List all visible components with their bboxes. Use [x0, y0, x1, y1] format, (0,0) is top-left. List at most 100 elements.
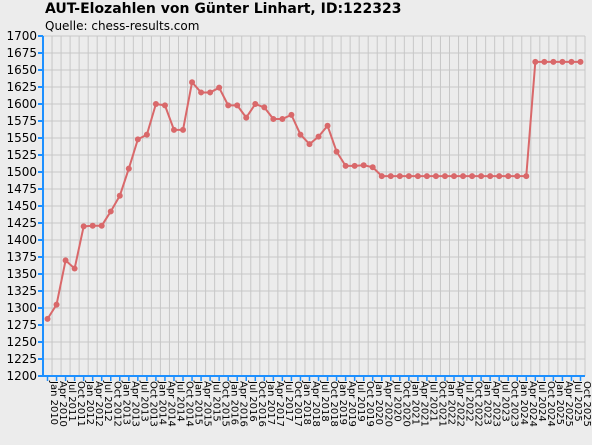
- x-tick-label: Jul 2022: [464, 380, 475, 422]
- x-tick-label: Jan 2021: [409, 380, 420, 425]
- data-point: [152, 101, 159, 107]
- data-point: [44, 315, 51, 322]
- y-tick-label: 1500: [6, 165, 37, 179]
- x-tick-label: Apr 2019: [346, 381, 357, 427]
- x-tick-label: Jan 2025: [554, 380, 565, 425]
- x-tick-label: Jul 2019: [355, 380, 366, 422]
- data-point: [478, 173, 485, 180]
- data-point: [568, 58, 575, 65]
- data-point: [107, 208, 114, 215]
- x-tick-label: Jan 2012: [84, 380, 95, 425]
- data-point: [405, 173, 412, 180]
- y-tick-label: 1425: [6, 216, 37, 230]
- data-point: [550, 58, 557, 65]
- x-tick-label: Apr 2024: [527, 381, 538, 427]
- data-point: [414, 173, 421, 180]
- data-point: [53, 301, 60, 308]
- data-point: [369, 164, 376, 171]
- y-tick-label: 1225: [6, 352, 37, 366]
- data-point: [198, 89, 205, 96]
- x-tick-label: Apr 2023: [491, 381, 502, 427]
- data-point: [71, 265, 78, 272]
- x-tick-label: Oct 2014: [184, 381, 195, 427]
- data-point: [306, 141, 313, 148]
- data-point: [559, 58, 566, 65]
- axes: [38, 35, 585, 381]
- data-point: [387, 173, 394, 180]
- y-tick-label: 1575: [6, 114, 37, 128]
- x-tick-label: Oct 2013: [147, 381, 158, 427]
- data-point: [315, 133, 322, 140]
- x-tick-label: Apr 2022: [455, 381, 466, 427]
- x-tick-label: Jan 2015: [193, 380, 204, 425]
- data-point: [288, 111, 295, 118]
- x-tick-label: Jul 2020: [391, 380, 402, 422]
- data-point: [541, 58, 548, 65]
- y-tick-label: 1350: [6, 267, 37, 281]
- x-tick-label: Jul 2014: [174, 380, 185, 422]
- y-tick-label: 1525: [6, 148, 37, 162]
- data-point: [62, 257, 69, 264]
- x-tick-label: Oct 2024: [545, 381, 556, 427]
- data-point: [378, 173, 385, 180]
- data-point: [297, 131, 304, 138]
- data-point: [234, 102, 241, 109]
- x-tick-label: Oct 2017: [292, 381, 303, 427]
- y-tick-label: 1325: [6, 284, 37, 298]
- data-point: [170, 126, 177, 133]
- x-tick-label: Jan 2024: [518, 380, 529, 425]
- x-tick-label: Oct 2020: [400, 381, 411, 427]
- data-point: [261, 104, 268, 111]
- data-point: [333, 148, 340, 155]
- x-tick-label: Jul 2024: [536, 380, 547, 422]
- x-tick-label: Jan 2014: [156, 380, 167, 425]
- data-point: [469, 173, 476, 180]
- x-tick-label: Apr 2010: [57, 381, 68, 427]
- data-point: [441, 173, 448, 180]
- x-tick-label: Jul 2021: [427, 380, 438, 422]
- x-tick-label: Apr 2015: [202, 381, 213, 427]
- x-tick-label: Oct 2012: [111, 381, 122, 427]
- x-tick-label: Jan 2020: [373, 380, 384, 425]
- x-tick-label: Jul 2018: [319, 380, 330, 422]
- x-tick-label: Apr 2018: [310, 381, 321, 427]
- data-point: [161, 102, 168, 109]
- data-point: [342, 162, 349, 169]
- y-tick-label: 1375: [6, 250, 37, 264]
- y-tick-label: 1275: [6, 318, 37, 332]
- data-point: [180, 126, 187, 133]
- chart-title: AUT-Elozahlen von Günter Linhart, ID:122…: [45, 1, 402, 17]
- data-point: [252, 101, 259, 107]
- data-point: [98, 222, 105, 229]
- data-point: [496, 173, 503, 180]
- x-tick-label: Apr 2021: [418, 381, 429, 427]
- x-tick-label: Apr 2025: [563, 381, 574, 427]
- grid: [42, 35, 586, 377]
- x-tick-label: Jul 2011: [66, 380, 77, 422]
- x-tick-label: Jul 2017: [283, 380, 294, 422]
- x-tick-label: Apr 2017: [274, 381, 285, 427]
- data-point: [487, 173, 494, 180]
- x-tick-label: Oct 2021: [436, 381, 447, 427]
- data-point: [351, 162, 358, 169]
- x-tick-label: Apr 2012: [93, 381, 104, 427]
- data-point: [577, 58, 584, 65]
- data-point: [225, 102, 232, 109]
- x-tick-label: Oct 2011: [75, 381, 86, 427]
- data-point: [189, 79, 196, 86]
- x-tick-label: Jan 2013: [120, 380, 131, 425]
- data-point: [396, 173, 403, 180]
- x-tick-label: Oct 2015: [220, 381, 231, 427]
- data-point: [270, 115, 277, 122]
- x-tick-label: Oct 2023: [509, 381, 520, 427]
- x-tick-label: Jan 2016: [229, 380, 240, 425]
- data-point: [116, 192, 123, 199]
- data-point: [125, 165, 132, 172]
- x-tick-label: Jan 2017: [265, 380, 276, 425]
- data-point: [134, 136, 141, 143]
- data-point: [451, 173, 458, 180]
- x-tick-label: Oct 2018: [328, 381, 339, 427]
- x-tick-label: Jan 2023: [482, 380, 493, 425]
